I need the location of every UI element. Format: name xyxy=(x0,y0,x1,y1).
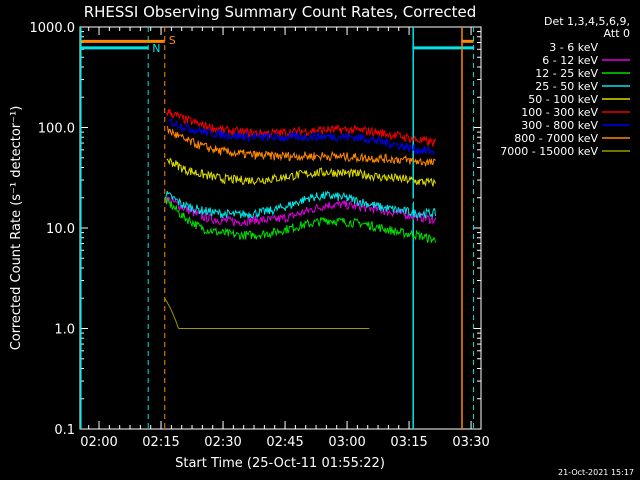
series-line xyxy=(164,190,436,219)
y-tick-label: 1000.0 xyxy=(30,21,76,36)
series-line xyxy=(166,176,436,210)
chart-title: RHESSI Observing Summary Count Rates, Co… xyxy=(84,3,477,21)
legend-label: 300 - 800 keV xyxy=(521,119,598,132)
x-tick-label: 02:15 xyxy=(142,435,179,450)
marker-label: S xyxy=(169,34,176,47)
x-tick-label: 02:00 xyxy=(80,435,117,450)
legend-header: Det 1,3,4,5,6,9, xyxy=(544,15,630,28)
legend-label: 12 - 25 keV xyxy=(535,67,598,80)
x-tick-label: 03:30 xyxy=(452,435,489,450)
footer-date: 21-Oct-2021 15:17 xyxy=(558,468,634,477)
series-line xyxy=(166,157,436,187)
series-line xyxy=(166,125,436,167)
series-line xyxy=(166,109,436,148)
y-tick-label: 1.0 xyxy=(54,323,75,338)
series-line xyxy=(164,297,370,329)
y-tick-label: 10.0 xyxy=(46,222,75,237)
legend-label: 800 - 7000 keV xyxy=(514,132,598,145)
x-tick-label: 03:15 xyxy=(390,435,427,450)
marker-label: N xyxy=(152,42,160,55)
legend-label: 6 - 12 keV xyxy=(542,54,598,67)
x-tick-label: 03:00 xyxy=(328,435,365,450)
legend-label: 50 - 100 keV xyxy=(528,93,598,106)
legend-label: 100 - 300 keV xyxy=(521,106,598,119)
series-line xyxy=(164,197,436,244)
x-tick-label: 02:30 xyxy=(204,435,241,450)
series-line xyxy=(164,196,436,227)
x-axis-label: Start Time (25-Oct-11 01:55:22) xyxy=(175,456,385,471)
y-tick-label: 100.0 xyxy=(38,122,75,137)
x-tick-label: 02:45 xyxy=(266,435,303,450)
plot-frame xyxy=(79,26,482,430)
y-tick-label: 0.1 xyxy=(54,423,75,438)
legend-label: 3 - 6 keV xyxy=(549,41,598,54)
legend-header: Att 0 xyxy=(604,27,630,40)
legend-label: 25 - 50 keV xyxy=(535,80,598,93)
y-axis-label: Corrected Count Rate (s⁻¹ detector⁻¹) xyxy=(9,106,24,351)
legend-label: 7000 - 15000 keV xyxy=(500,145,598,158)
plot-area: 0.1 1.0 10.0 100.0 1000.0 02:00 02:15 02:30 02:4… xyxy=(30,21,490,450)
series-line xyxy=(168,118,436,156)
